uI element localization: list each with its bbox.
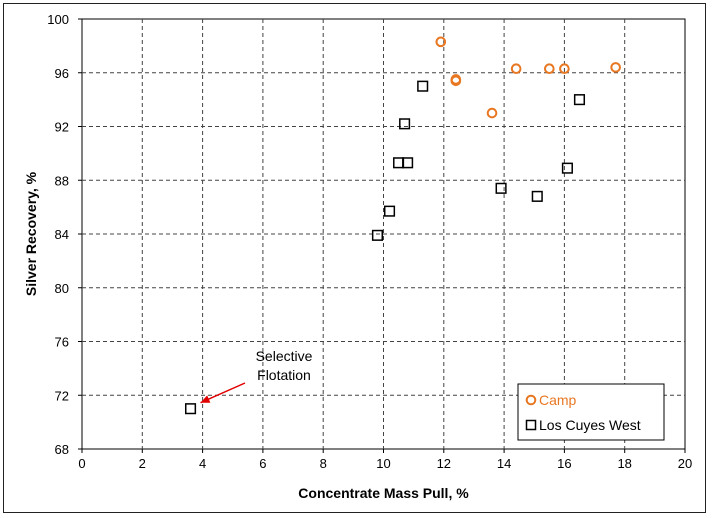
x-axis-title: Concentrate Mass Pull, % [298, 485, 469, 501]
point-camp [450, 75, 462, 87]
point-los-cuyes-west [184, 403, 197, 415]
annotation-line-1: Selective [256, 348, 313, 364]
point-los-cuyes-west [561, 162, 573, 174]
point-los-cuyes-west [399, 118, 411, 130]
annotation-selective-flotation: Selective Flotation [200, 348, 313, 404]
data-points [184, 36, 621, 415]
legend: Camp Los Cuyes West [517, 383, 665, 441]
annotation-arrowhead [200, 395, 211, 403]
legend-marker-camp [525, 394, 537, 406]
x-tick-labels: 0 2 4 6 8 10 12 14 16 18 20 [78, 449, 692, 471]
y-tick-label: 72 [55, 388, 69, 403]
y-tick-label: 88 [55, 173, 69, 188]
point-los-cuyes-west [531, 190, 543, 202]
legend-label-camp: Camp [539, 392, 577, 408]
point-camp [510, 63, 522, 75]
x-tick-label: 4 [199, 456, 206, 471]
x-tick-label: 18 [617, 456, 631, 471]
x-tick-label: 16 [557, 456, 571, 471]
y-tick-label: 68 [55, 442, 69, 457]
legend-label-los-cuyes-west: Los Cuyes West [539, 417, 641, 433]
y-tick-labels: 68 72 76 80 84 88 92 96 100 [47, 12, 82, 457]
point-los-cuyes-west [371, 229, 384, 241]
y-tick-label: 100 [47, 12, 69, 27]
annotation-line-2: Flotation [257, 367, 311, 383]
point-los-cuyes-west [573, 94, 586, 106]
x-tick-label: 20 [678, 456, 692, 471]
x-tick-label: 2 [139, 456, 146, 471]
y-axis-title: Silver Recovery, % [23, 171, 39, 296]
x-tick-label: 8 [320, 456, 327, 471]
point-camp [610, 62, 621, 73]
point-camp [486, 107, 498, 119]
grid-lines [82, 19, 685, 449]
y-tick-label: 76 [55, 335, 69, 350]
y-tick-label: 80 [55, 281, 69, 296]
y-tick-label: 96 [55, 66, 69, 81]
y-tick-label: 92 [55, 120, 69, 135]
x-tick-label: 6 [259, 456, 266, 471]
point-camp [559, 63, 570, 75]
point-los-cuyes-west [495, 182, 507, 194]
point-camp [435, 36, 447, 48]
legend-box [517, 383, 665, 441]
point-los-cuyes-west [402, 157, 414, 169]
point-los-cuyes-west [383, 205, 396, 217]
x-tick-label: 0 [78, 456, 85, 471]
y-tick-label: 84 [55, 227, 69, 242]
point-los-cuyes-west [417, 80, 429, 92]
x-tick-label: 10 [376, 456, 390, 471]
x-tick-label: 12 [437, 456, 451, 471]
x-tick-label: 14 [497, 456, 511, 471]
point-camp [544, 63, 555, 75]
legend-marker-los-cuyes-west [525, 419, 537, 431]
